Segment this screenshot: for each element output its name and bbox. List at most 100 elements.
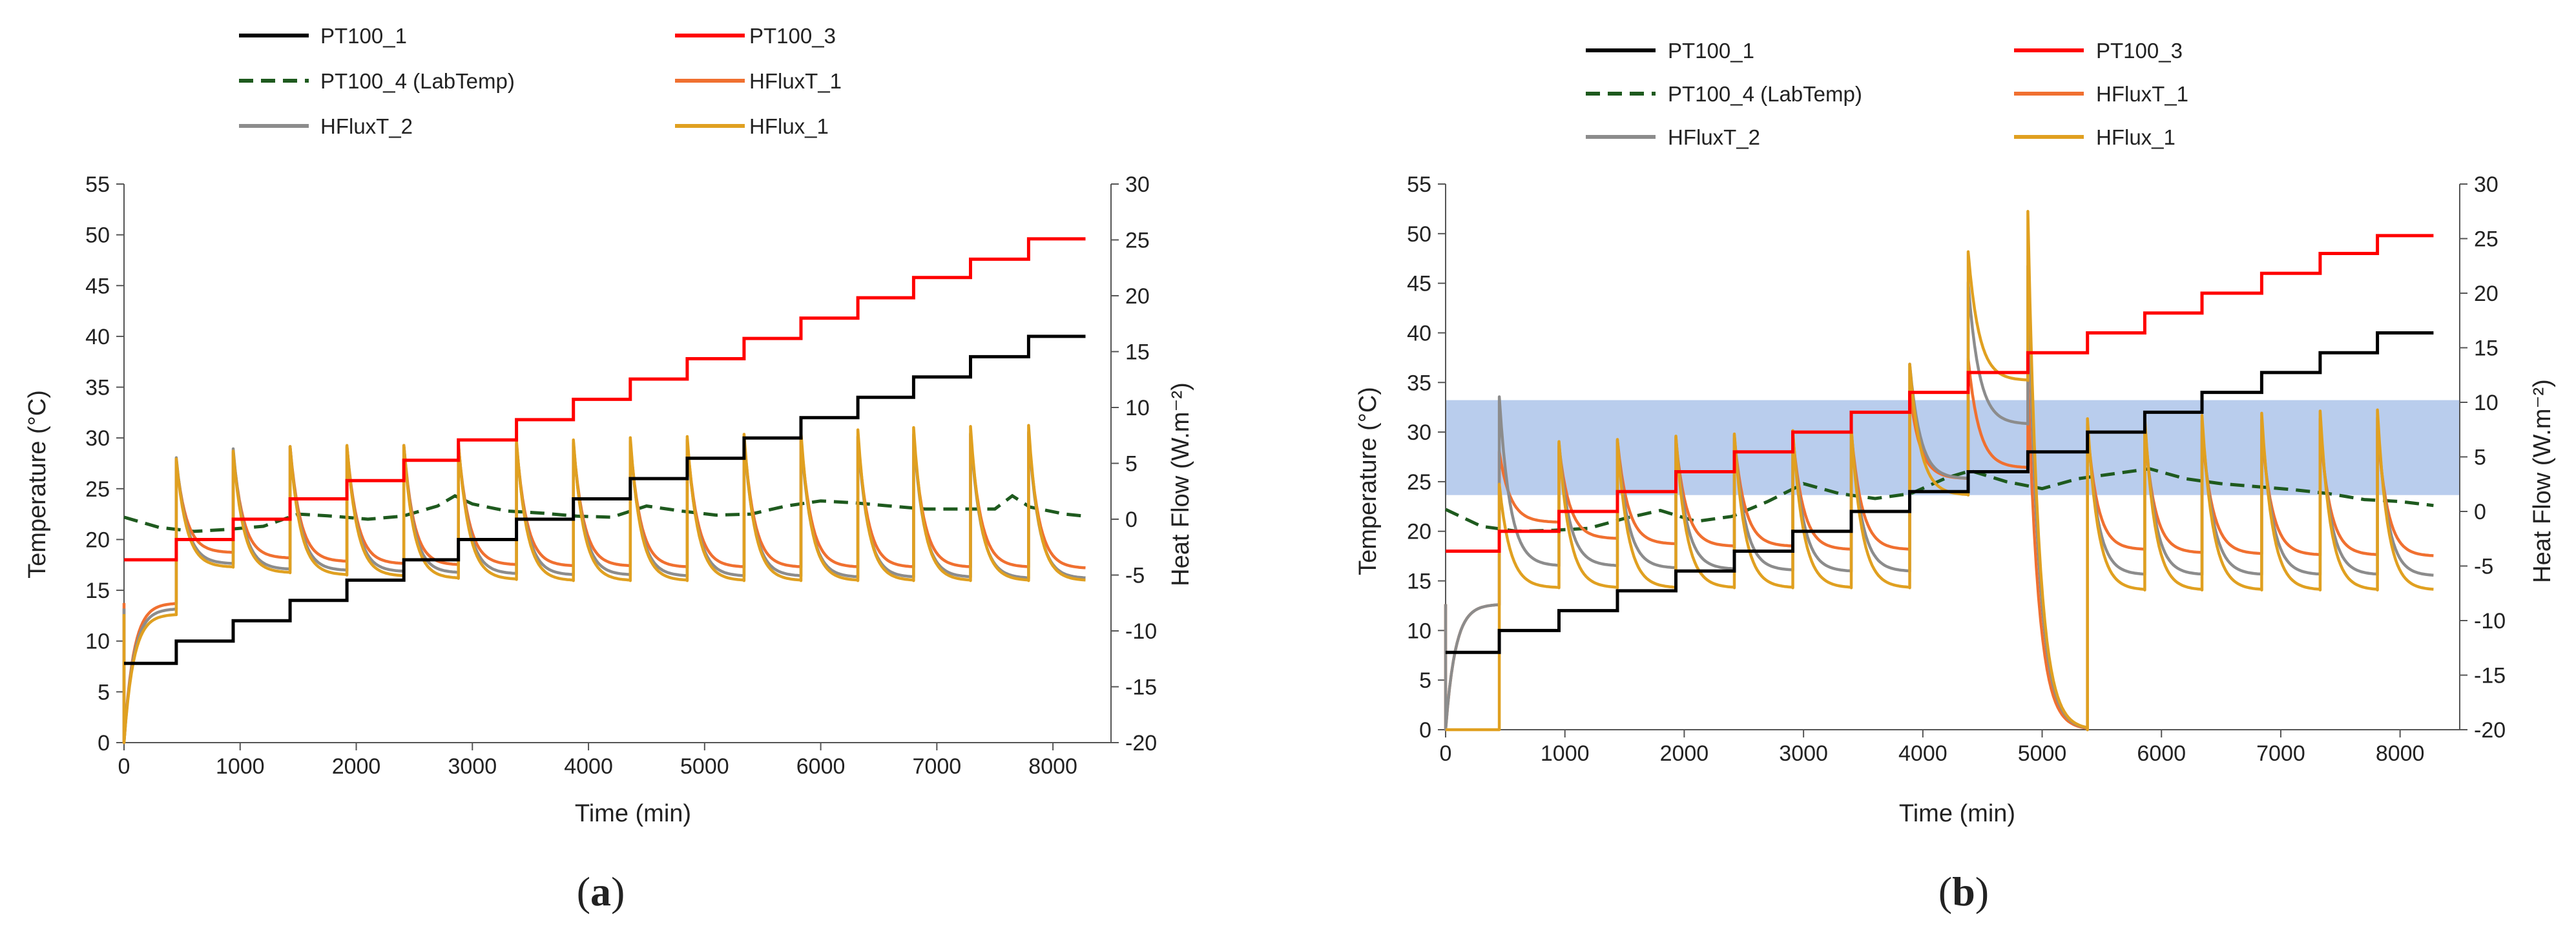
legend-label: PT100_1: [1668, 39, 1754, 63]
y2-tick-label: -20: [2474, 718, 2506, 743]
y2-tick-label: 20: [2474, 282, 2498, 306]
y2-tick-label: 30: [1125, 172, 1150, 197]
y2-tick-label: 30: [2474, 172, 2498, 197]
y-tick-label: 55: [1407, 172, 1431, 197]
y-tick-label: 40: [1407, 321, 1431, 345]
legend-b: PT100_1 PT100_3 PT100_4 (LabTemp) HFluxT…: [1586, 39, 2188, 149]
legend-label: HFlux_1: [749, 114, 829, 138]
y2-tick-label: 0: [1125, 508, 1137, 532]
x-tick-label: 4000: [564, 754, 613, 779]
y2-tick-label: 25: [1125, 229, 1150, 253]
x-tick-label: 8000: [1028, 754, 1077, 779]
plot-area-a: 0 1000 2000 3000 4000 5000 6000 7000 8000 0 5 10 15 2…: [85, 172, 1157, 779]
y2-tick-label: 10: [1125, 396, 1150, 420]
y-axis-label-a: Temperature (°C): [24, 390, 51, 579]
x-tick-label: 8000: [2376, 741, 2425, 766]
x-tick-label: 6000: [796, 754, 846, 779]
legend-label: HFluxT_1: [2096, 82, 2188, 106]
x-tick-label: 3000: [448, 754, 497, 779]
y2-tick-label: -15: [2474, 664, 2506, 688]
legend-label: HFluxT_2: [1668, 125, 1760, 149]
legend-entry-hfluxt-1: HFluxT_1: [675, 69, 842, 93]
x-axis-label-a: Time (min): [575, 800, 691, 827]
y-tick-label: 25: [85, 477, 110, 502]
panel-b: PT100_1 PT100_3 PT100_4 (LabTemp) HFluxT…: [1355, 39, 2556, 914]
x-tick-label: 2000: [1660, 741, 1709, 766]
y-tick-label: 55: [85, 172, 110, 197]
y-tick-label: 35: [85, 376, 110, 400]
x-tick-label: 0: [1440, 741, 1452, 766]
y-tick-label: 10: [85, 630, 110, 654]
y2-tick-label: 5: [1125, 452, 1137, 477]
series-line-pt100-1: [1446, 331, 2434, 654]
legend-entry-hflux-1: HFlux_1: [2014, 125, 2176, 149]
series-line-hflux-1: [1446, 210, 2434, 732]
series-line-hfluxt-2: [122, 430, 1086, 745]
y2-tick-label: 25: [2474, 227, 2498, 252]
y2-tick-label: 20: [1125, 284, 1150, 309]
legend-label: HFlux_1: [2096, 125, 2176, 149]
legend-entry-pt100-1: PT100_1: [1586, 39, 1754, 63]
x-tick-label: 5000: [2018, 741, 2067, 766]
legend-label: PT100_3: [2096, 39, 2183, 63]
x-tick-label: 0: [118, 754, 130, 779]
y-tick-label: 0: [98, 731, 110, 756]
plot-area-b: 0 1000 2000 3000 4000 5000 6000 7000 8000 0 5 10 15 2…: [1407, 172, 2506, 766]
caption-b: (b): [1938, 869, 1989, 914]
panel-a: PT100_1 PT100_3 PT100_4 (LabTemp) HFluxT…: [24, 24, 1194, 914]
y-tick-label: 50: [1407, 222, 1431, 247]
x-axis-label-b: Time (min): [1899, 800, 2015, 827]
legend-label: PT100_3: [749, 24, 836, 48]
y-tick-label: 15: [1407, 570, 1431, 594]
y2-tick-label: -10: [1125, 619, 1157, 644]
legend-label: PT100_1: [320, 24, 407, 48]
x-tick-label: 4000: [1898, 741, 1948, 766]
y2-axis-label-a: Heat Flow (W.m⁻²): [1167, 382, 1194, 586]
legend-entry-pt100-4: PT100_4 (LabTemp): [239, 69, 515, 93]
y2-tick-label: -10: [2474, 609, 2506, 633]
series-line-hflux-1: [122, 424, 1086, 745]
x-tick-label: 2000: [332, 754, 381, 779]
y-tick-label: 35: [1407, 371, 1431, 395]
y-tick-label: 5: [98, 680, 110, 705]
legend-label: HFluxT_2: [320, 114, 413, 138]
legend-entry-pt100-3: PT100_3: [675, 24, 836, 48]
y-tick-label: 25: [1407, 470, 1431, 495]
x-tick-label: 3000: [1779, 741, 1828, 766]
y-tick-label: 30: [1407, 420, 1431, 445]
series-line-pt100-3: [124, 237, 1086, 562]
legend-entry-hflux-1: HFlux_1: [675, 114, 829, 138]
y-tick-label: 10: [1407, 619, 1431, 643]
series-line-pt100-4-labtemp: [123, 493, 1086, 533]
y-tick-label: 50: [85, 223, 110, 248]
legend-entry-pt100-3: PT100_3: [2014, 39, 2183, 63]
y2-tick-label: 10: [2474, 391, 2498, 415]
y-tick-label: 30: [85, 426, 110, 451]
legend-label: PT100_4 (LabTemp): [320, 69, 515, 93]
series-line-pt100-1: [124, 335, 1086, 665]
legend-entry-pt100-1: PT100_1: [239, 24, 407, 48]
x-tick-label: 1000: [216, 754, 265, 779]
series-line-hfluxt-1: [122, 431, 1086, 745]
x-tick-label: 7000: [2256, 741, 2305, 766]
y-tick-label: 0: [1419, 718, 1431, 743]
y-tick-label: 45: [85, 274, 110, 298]
series-line-pt100-3: [1446, 234, 2434, 553]
y2-axis-label-b: Heat Flow (W.m⁻²): [2529, 379, 2556, 583]
y-tick-label: 20: [85, 528, 110, 552]
y2-tick-label: -20: [1125, 731, 1157, 756]
legend-entry-hfluxt-2: HFluxT_2: [239, 114, 413, 138]
y2-tick-label: -15: [1125, 675, 1157, 700]
x-tick-label: 7000: [913, 754, 962, 779]
legend-a: PT100_1 PT100_3 PT100_4 (LabTemp) HFluxT…: [239, 24, 842, 138]
y2-tick-label: -5: [1125, 564, 1145, 588]
y-tick-label: 5: [1419, 668, 1431, 693]
y2-tick-label: 0: [2474, 500, 2486, 524]
y2-tick-label: 15: [1125, 340, 1150, 365]
legend-entry-hfluxt-1: HFluxT_1: [2014, 82, 2188, 106]
caption-a: (a): [577, 869, 625, 914]
y2-tick-label: 5: [2474, 446, 2486, 470]
x-tick-label: 5000: [680, 754, 729, 779]
legend-entry-pt100-4: PT100_4 (LabTemp): [1586, 82, 1862, 106]
